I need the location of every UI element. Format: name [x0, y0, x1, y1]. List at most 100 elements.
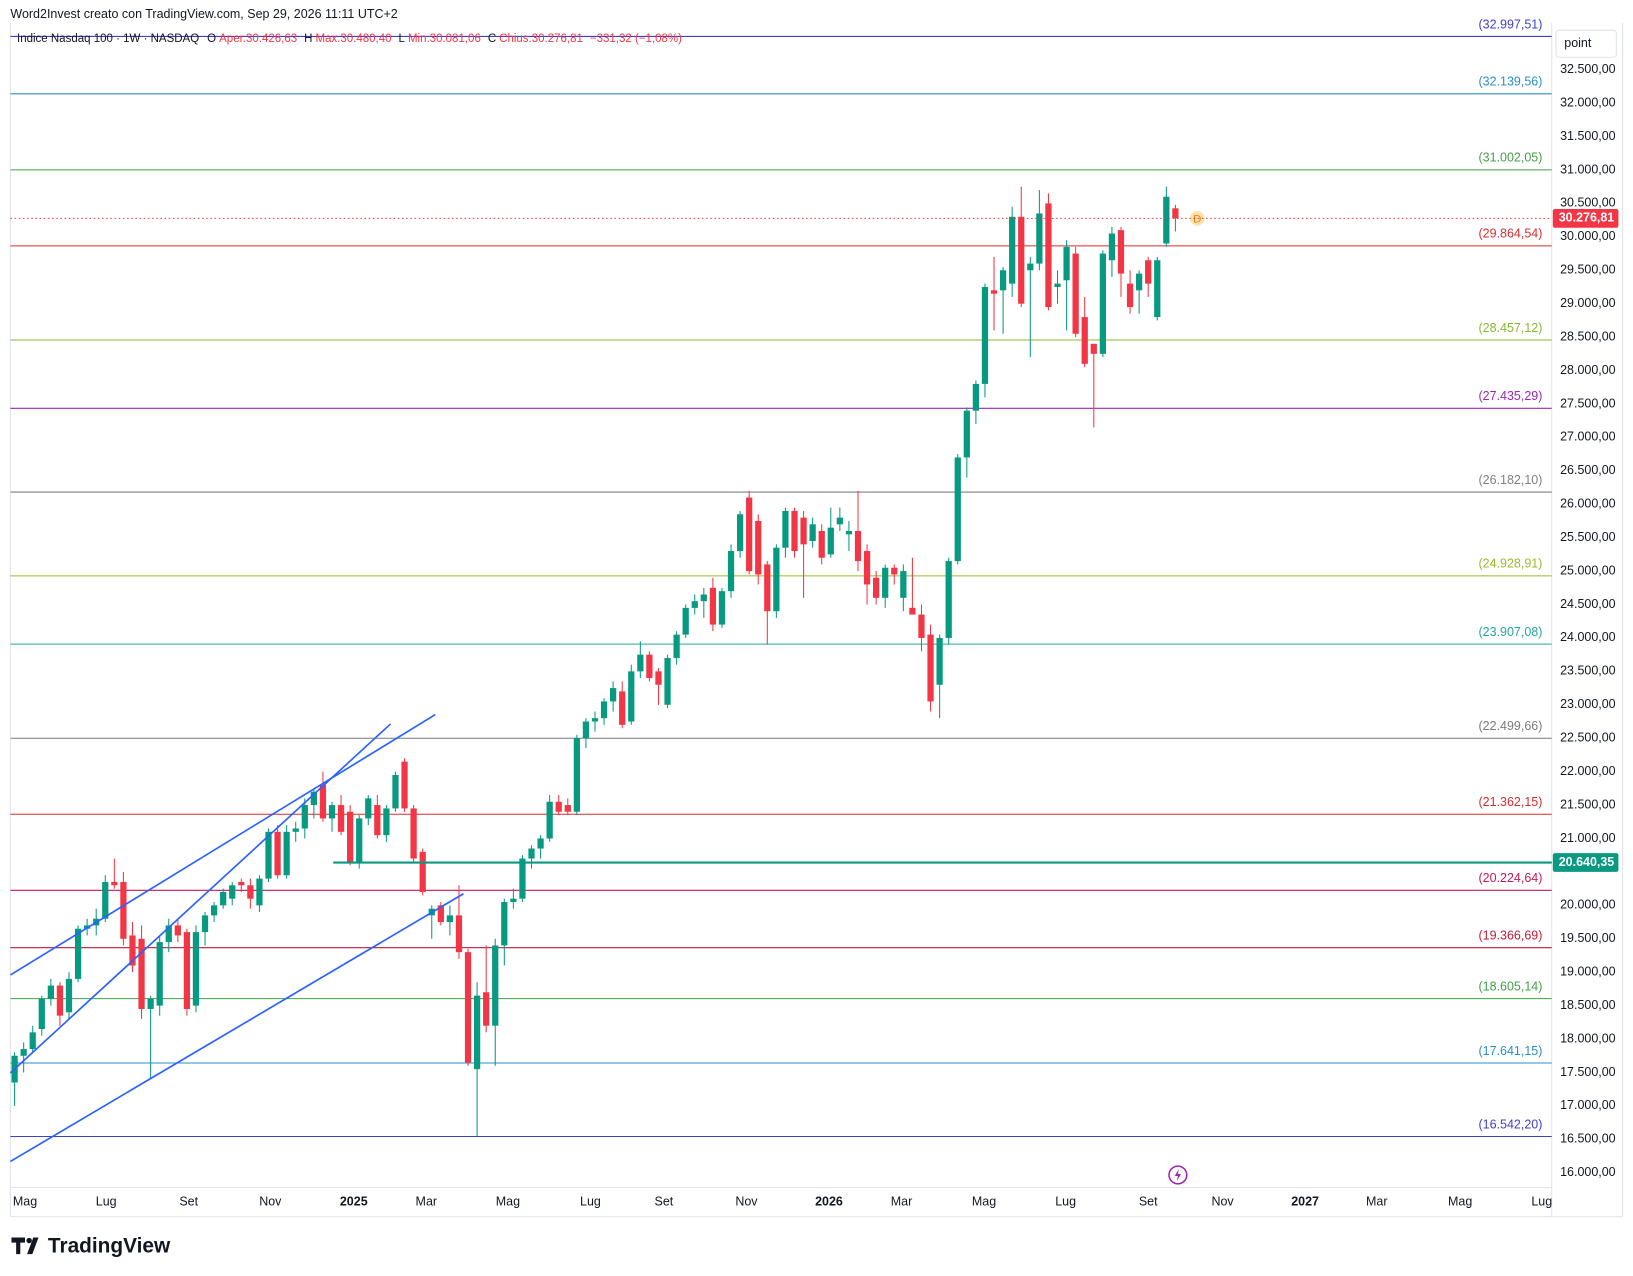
candle-body: [111, 881, 118, 886]
price-tag-label: 20.640,35: [1559, 855, 1615, 869]
y-tick-label: 24.500,00: [1560, 597, 1616, 611]
candle-body: [120, 881, 127, 939]
y-tick-label: 31.000,00: [1560, 162, 1616, 176]
candle-body: [56, 985, 64, 1016]
y-tick-label: 17.000,00: [1560, 1098, 1616, 1112]
candle-body: [464, 952, 472, 1063]
x-tick-label: Set: [655, 1194, 674, 1208]
x-tick-label: 2027: [1291, 1194, 1319, 1208]
level-label: (26.182,10): [1479, 473, 1543, 487]
candle-body: [201, 915, 209, 933]
last-bar-marker: D: [1193, 213, 1201, 225]
candle-body: [356, 818, 363, 862]
ohlc-value: Max.30.480,40: [315, 33, 392, 45]
candle-body: [337, 805, 345, 832]
candle-body: [401, 761, 408, 809]
y-tick-label: 20.000,00: [1560, 898, 1616, 912]
candle-body: [546, 801, 553, 839]
candle-body: [700, 594, 707, 602]
candle-body: [1154, 260, 1161, 318]
candle-body: [800, 517, 807, 545]
level-label: (32.997,51): [1479, 17, 1543, 31]
symbol-title: Indice Nasdaq 100 · 1W · NASDAQ: [17, 33, 200, 45]
candle-body: [455, 915, 463, 953]
candle-body: [591, 718, 599, 722]
x-tick-label: Lug: [96, 1194, 117, 1208]
y-tick-label: 31.500,00: [1560, 129, 1616, 143]
y-tick-label: 18.000,00: [1560, 1031, 1616, 1045]
y-tick-label: 18.500,00: [1560, 998, 1616, 1012]
candle-body: [156, 942, 163, 1006]
y-tick-label: 28.000,00: [1560, 363, 1616, 377]
candle-body: [419, 851, 426, 892]
y-tick-label: 22.000,00: [1560, 764, 1616, 778]
candle-body: [809, 524, 816, 542]
candle-body: [1136, 273, 1143, 291]
trend-line: [9, 893, 464, 1163]
candle-body: [854, 530, 862, 562]
candle-body: [147, 998, 154, 1009]
x-tick-label: 2026: [815, 1194, 843, 1208]
y-tick-label: 19.500,00: [1560, 931, 1616, 945]
brand-logo[interactable]: TradingView: [11, 1234, 171, 1257]
candle-body: [718, 591, 726, 625]
level-label: (22.499,66): [1479, 719, 1543, 733]
alert-icon[interactable]: [1168, 1165, 1188, 1185]
y-tick-label: 26.500,00: [1560, 463, 1616, 477]
y-tick-label: 27.500,00: [1560, 396, 1616, 410]
candle-body: [1163, 196, 1170, 244]
candle-body: [74, 928, 82, 979]
candle-body: [782, 510, 789, 548]
level-label: (19.366,69): [1479, 929, 1543, 943]
candle-body: [310, 791, 317, 806]
candle-body: [691, 601, 698, 608]
candle-body: [818, 530, 825, 558]
candle-body: [1009, 216, 1016, 284]
y-tick-label: 22.500,00: [1560, 731, 1616, 745]
alert-circle: [1168, 1165, 1188, 1185]
candle-body: [301, 805, 308, 829]
candle-body: [1126, 283, 1134, 308]
y-tick-label: 24.000,00: [1560, 630, 1616, 644]
x-tick-label: Mag: [496, 1194, 520, 1208]
candle-body: [247, 885, 254, 899]
candle-body: [709, 587, 717, 625]
unit-label: point: [1564, 36, 1592, 50]
candle-body: [365, 798, 372, 819]
x-tick-label: Mag: [972, 1194, 996, 1208]
trend-line: [9, 723, 392, 1074]
x-tick-label: Lug: [1055, 1194, 1076, 1208]
candle-body: [410, 808, 417, 859]
candle-body: [827, 527, 834, 555]
candle-body: [564, 805, 571, 812]
trend-lines: [9, 713, 464, 1163]
ohlc-value: Min.30.081,06: [407, 33, 481, 45]
candle-body: [65, 978, 73, 1013]
candle-body: [791, 510, 798, 552]
candle-body: [1117, 230, 1125, 274]
y-tick-label: 32.500,00: [1560, 62, 1616, 76]
alert-bolt: [1174, 1168, 1182, 1182]
candle-body: [954, 457, 961, 562]
candle-body: [102, 881, 109, 919]
candle-body: [727, 551, 735, 592]
level-label: (21.362,15): [1479, 795, 1543, 809]
candle-body: [573, 738, 580, 812]
candle-body: [773, 547, 780, 612]
candle-body: [999, 270, 1007, 291]
unit-box[interactable]: [1555, 29, 1617, 58]
candle-body: [183, 932, 191, 1009]
candle-body: [47, 985, 54, 999]
candle-body: [610, 688, 617, 702]
candle-body: [38, 998, 45, 1030]
y-tick-label: 23.500,00: [1560, 664, 1616, 678]
price-tag-label: 30.276,81: [1559, 211, 1615, 225]
level-label: (23.907,08): [1479, 625, 1543, 639]
x-tick-label: Set: [179, 1194, 198, 1208]
candle-body: [528, 848, 535, 859]
candle-body: [519, 858, 526, 899]
y-tick-label: 19.000,00: [1560, 964, 1616, 978]
candle-body: [165, 925, 172, 943]
candle-body: [473, 995, 481, 1070]
x-tick-label: Lug: [580, 1194, 601, 1208]
